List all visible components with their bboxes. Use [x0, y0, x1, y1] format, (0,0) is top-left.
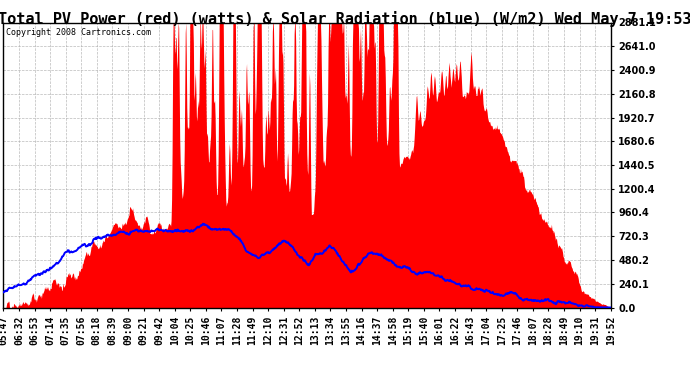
Text: Total PV Power (red) (watts) & Solar Radiation (blue) (W/m2) Wed May 7 19:53: Total PV Power (red) (watts) & Solar Rad… — [0, 11, 690, 27]
Text: Copyright 2008 Cartronics.com: Copyright 2008 Cartronics.com — [6, 28, 152, 37]
